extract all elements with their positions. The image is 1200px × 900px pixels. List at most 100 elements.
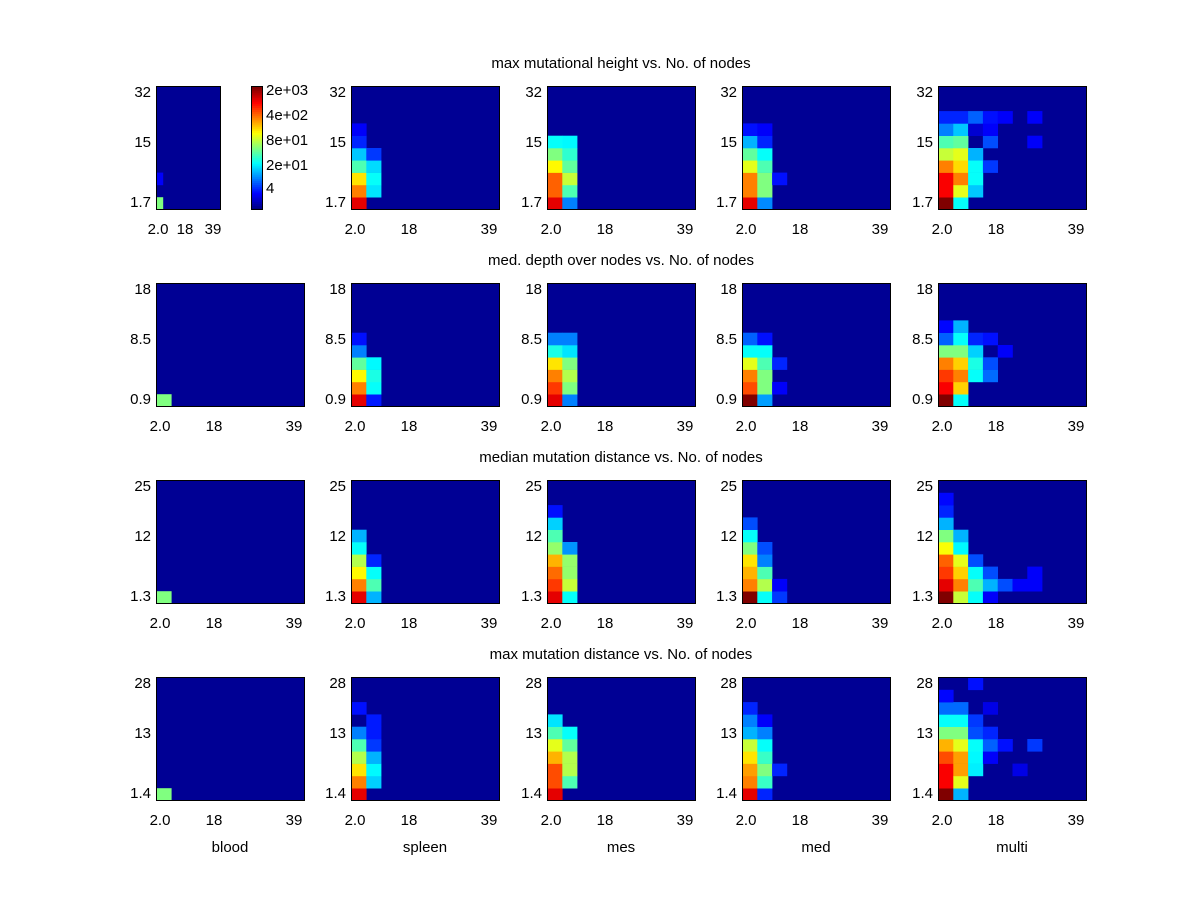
y-tick-label: 1.3 — [130, 588, 151, 605]
heatmap-cell — [366, 726, 382, 740]
heatmap-cell — [366, 566, 382, 580]
colorbar-segment — [251, 203, 263, 207]
heatmap-cell — [757, 357, 773, 370]
heatmap-cell — [968, 332, 984, 346]
heatmap-background — [156, 86, 221, 210]
heatmap-cell — [953, 726, 969, 740]
heatmap-cell — [938, 788, 954, 801]
x-tick-label: 39 — [871, 418, 889, 435]
heatmap-cell — [562, 591, 578, 604]
y-tick-label: 25 — [525, 478, 542, 495]
heatmap-cell — [547, 542, 563, 555]
colorbar-segment — [251, 115, 263, 118]
axes-frame — [547, 480, 696, 604]
heatmap-panel-mes — [547, 480, 696, 604]
y-tick-label: 18 — [916, 281, 933, 298]
colorbar-segment — [251, 153, 263, 157]
y-tick-label: 0.9 — [912, 391, 933, 408]
heatmap-cell — [757, 763, 773, 777]
x-tick-label: 18 — [791, 221, 809, 238]
heatmap-cell — [742, 394, 758, 407]
heatmap-cell — [953, 184, 969, 198]
heatmap-cell — [938, 345, 954, 358]
heatmap-cell — [547, 332, 563, 346]
y-tick-label: 1.4 — [521, 785, 542, 802]
heatmap-cell — [757, 751, 773, 764]
heatmap-cell — [351, 123, 367, 136]
axes-frame — [742, 86, 891, 210]
heatmap-cell — [938, 381, 954, 395]
heatmap-cell — [757, 554, 773, 567]
heatmap-cell — [968, 184, 984, 198]
heatmap-cell — [982, 578, 998, 592]
heatmap-cell — [351, 751, 367, 764]
heatmap-panel-mes — [547, 283, 696, 407]
colorbar-segment — [251, 92, 263, 95]
y-tick-label: 1.3 — [325, 588, 346, 605]
x-tick-label: 2.0 — [931, 615, 953, 632]
y-tick-label: 28 — [916, 675, 933, 692]
heatmap-cell — [757, 369, 773, 383]
heatmap-cell — [938, 197, 954, 210]
heatmap-cell — [997, 345, 1013, 358]
heatmap-cell — [562, 566, 578, 580]
y-tick-label: 1.7 — [325, 194, 346, 211]
heatmap-panel-multi — [938, 283, 1087, 407]
colorbar-segment — [251, 163, 263, 166]
x-tick-label: 39 — [480, 812, 498, 829]
axes-frame — [938, 283, 1087, 407]
heatmap-cell — [742, 726, 758, 740]
heatmap-cell — [351, 702, 367, 715]
heatmap-cell — [562, 381, 578, 395]
heatmap-cell — [742, 788, 758, 801]
heatmap-cell — [742, 160, 758, 173]
heatmap-cell — [997, 111, 1013, 124]
x-tick-label: 2.0 — [540, 221, 562, 238]
heatmap-panel-med — [742, 480, 891, 604]
heatmap-cell — [547, 566, 563, 580]
x-tick-label: 18 — [400, 418, 418, 435]
colorbar-segment — [251, 138, 263, 141]
heatmap-cell — [547, 369, 563, 383]
heatmap-cell — [953, 542, 969, 555]
heatmap-cell — [562, 554, 578, 567]
heatmap-cell — [997, 739, 1013, 752]
heatmap-cell — [742, 332, 758, 346]
heatmap-cell — [562, 751, 578, 764]
colorbar-segment — [251, 134, 263, 137]
y-tick-label: 12 — [329, 528, 346, 545]
heatmap-svg — [351, 283, 500, 407]
y-tick-label: 25 — [720, 478, 737, 495]
x-tick-label: 18 — [400, 221, 418, 238]
heatmap-cell — [562, 148, 578, 161]
x-tick-label: 2.0 — [149, 418, 171, 435]
heatmap-cell — [742, 184, 758, 198]
heatmap-cell — [982, 369, 998, 383]
heatmap-cell — [938, 775, 954, 789]
x-tick-label: 2.0 — [344, 221, 366, 238]
heatmap-cell — [938, 505, 954, 518]
x-tick-label: 2.0 — [540, 615, 562, 632]
colorbar-segment — [251, 196, 263, 199]
heatmap-cell — [953, 751, 969, 764]
x-tick-label: 39 — [1067, 812, 1085, 829]
colorbar-tick-label: 8e+01 — [266, 132, 309, 149]
heatmap-cell — [742, 775, 758, 789]
y-tick-label: 8.5 — [716, 331, 737, 348]
heatmap-cell — [547, 160, 563, 173]
heatmap-cell — [366, 381, 382, 395]
heatmap-cell — [742, 357, 758, 370]
heatmap-cell — [547, 775, 563, 789]
heatmap-cell — [757, 135, 773, 149]
axes-frame — [547, 677, 696, 801]
heatmap-cell — [953, 714, 969, 727]
heatmap-cell — [938, 714, 954, 727]
x-tick-label: 18 — [400, 812, 418, 829]
y-tick-label: 18 — [329, 281, 346, 298]
heatmap-cell — [953, 357, 969, 370]
heatmap-cell — [562, 345, 578, 358]
heatmap-cell — [562, 172, 578, 186]
y-tick-label: 13 — [525, 725, 542, 742]
heatmap-cell — [351, 160, 367, 173]
heatmap-cell — [562, 578, 578, 592]
